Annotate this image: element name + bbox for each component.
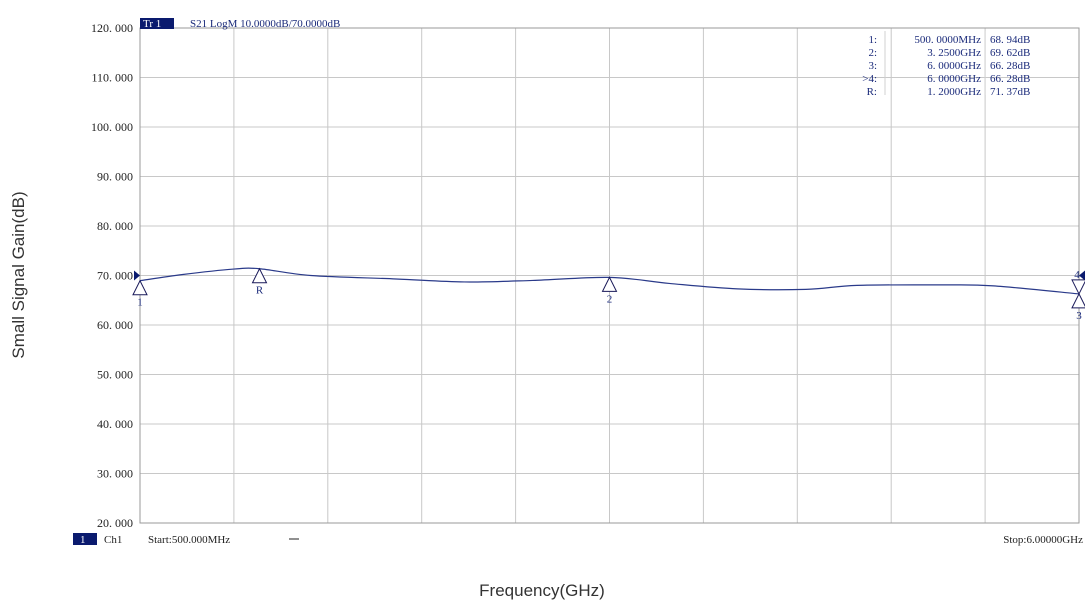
marker-table-frequency: 500. 0000MHz [914, 34, 981, 46]
marker-table-row-label: >4: [862, 73, 877, 85]
y-axis-title: Small Signal Gain(dB) [9, 191, 28, 358]
y-tick-label: 120. 000 [91, 21, 133, 35]
y-tick-label: 50. 000 [97, 368, 133, 382]
marker-table-value: 68. 94dB [990, 34, 1030, 46]
marker-2-label: 2 [607, 293, 613, 305]
marker-table-frequency: 6. 0000GHz [927, 60, 981, 72]
marker-4-label: 4 [1074, 269, 1080, 281]
trace-line [139, 267, 1080, 295]
channel-number: 1 [80, 534, 86, 546]
marker-table-value: 66. 28dB [990, 73, 1030, 85]
marker-table-frequency: 3. 2500GHz [927, 47, 981, 59]
stop-label: Stop:6.00000GHz [1003, 534, 1083, 546]
marker-2-icon [601, 276, 618, 292]
y-tick-labels: 20. 000 30. 000 40. 000 50. 000 60. 000 70. 0… [91, 21, 1085, 530]
y-tick-label: 100. 000 [91, 120, 133, 134]
marker-table-row-label: R: [867, 86, 877, 98]
marker-R-icon [251, 267, 268, 284]
marker-1-label: 1 [137, 297, 143, 309]
reference-level-arrow-left [134, 270, 140, 281]
chart-title: S21 LogM 10.0000dB/70.0000dB [190, 18, 340, 30]
y-tick-label: 70. 000 [97, 269, 133, 283]
y-tick-label: 20. 000 [97, 516, 133, 530]
marker-table: 1: 500. 0000MHz 68. 94dB 2: 3. 2500GHz 69. 62… [862, 31, 1030, 98]
markers: 1 2 3 4 R [132, 267, 1085, 322]
y-tick-label: 60. 000 [97, 318, 133, 332]
y-tick-label: 30. 000 [97, 467, 133, 481]
y-tick-label: 40. 000 [97, 417, 133, 431]
marker-1-icon [132, 279, 148, 296]
start-label: Start:500.000MHz [148, 534, 230, 546]
marker-table-frequency: 1. 2000GHz [927, 86, 981, 98]
trace-tag: Tr 1 [143, 18, 161, 30]
marker-3-label: 3 [1076, 310, 1082, 322]
channel-label: Ch1 [104, 534, 122, 546]
marker-R-label: R [256, 285, 264, 297]
marker-table-row-label: 3: [868, 60, 877, 72]
marker-table-value: 69. 62dB [990, 47, 1030, 59]
y-tick-label: 80. 000 [97, 219, 133, 233]
marker-4-icon [1071, 279, 1085, 296]
trace [139, 267, 1080, 295]
channel-number-bg [73, 533, 97, 545]
grid [140, 28, 1079, 523]
marker-table-row-label: 1: [868, 34, 877, 46]
marker-3-icon [1071, 292, 1085, 309]
marker-table-frequency: 6. 0000GHz [927, 73, 981, 85]
trace-tag-bg [140, 18, 174, 29]
reference-level-arrow-right [1079, 270, 1085, 281]
y-tick-label: 110. 000 [91, 71, 133, 85]
y-tick-label: 90. 000 [97, 170, 133, 184]
marker-table-value: 71. 37dB [990, 86, 1030, 98]
x-axis-title: Frequency(GHz) [479, 581, 605, 600]
marker-table-row-label: 2: [868, 47, 877, 59]
marker-table-value: 66. 28dB [990, 60, 1030, 72]
